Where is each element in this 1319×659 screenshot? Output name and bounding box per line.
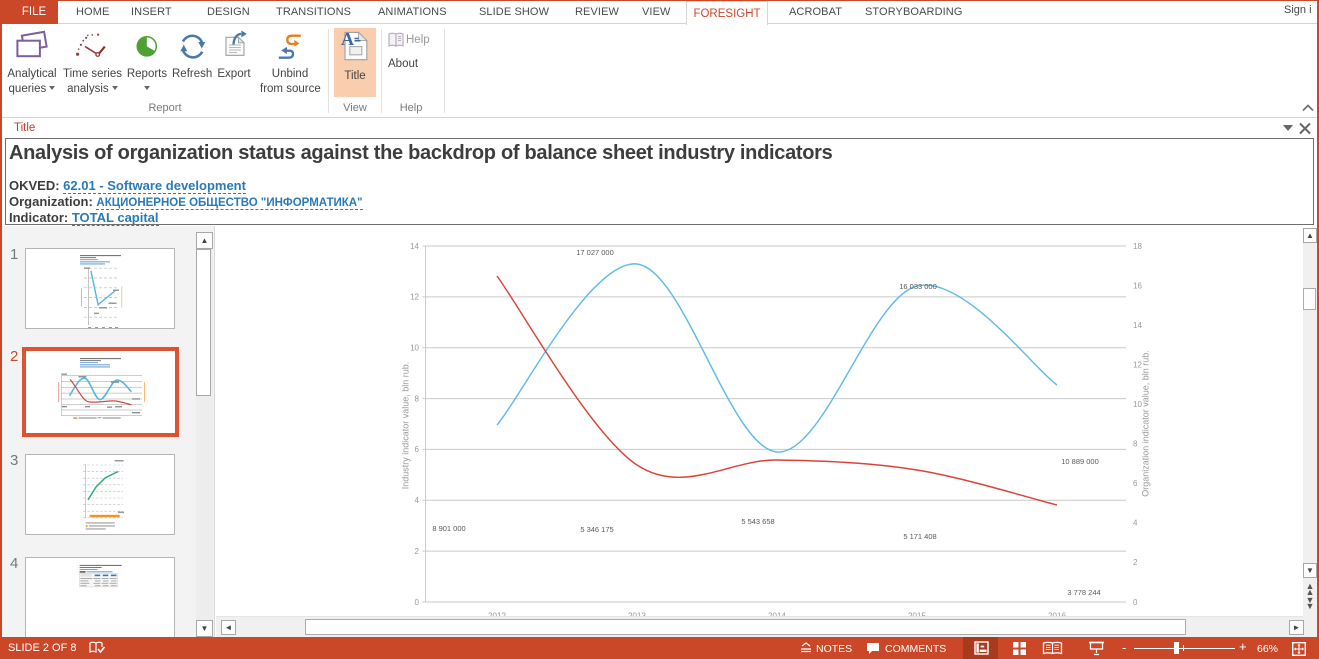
svg-text:8 901 000: 8 901 000 [432, 524, 465, 533]
svg-text:2: 2 [415, 547, 420, 556]
svg-text:4: 4 [415, 496, 420, 505]
svg-text:Organization indicator value,: Organization indicator value, bln rub. [1141, 350, 1151, 497]
svg-text:14: 14 [1133, 321, 1142, 330]
svg-text:4: 4 [1133, 519, 1138, 528]
svg-text:A: A [341, 29, 354, 49]
svg-text:12: 12 [1133, 361, 1142, 370]
svg-text:6: 6 [1133, 479, 1138, 488]
svg-text:18: 18 [1133, 242, 1142, 251]
svg-text:5 171 408: 5 171 408 [903, 532, 936, 541]
svg-text:17 027 000: 17 027 000 [576, 248, 614, 257]
svg-text:16: 16 [1133, 281, 1142, 290]
svg-text:5 543 658: 5 543 658 [741, 517, 774, 526]
svg-text:10 889 000: 10 889 000 [1061, 457, 1099, 466]
svg-text:0: 0 [1133, 598, 1138, 607]
svg-text:Industry indicator value, bln: Industry indicator value, bln rub. [401, 362, 411, 490]
svg-text:12: 12 [410, 293, 419, 302]
svg-text:10: 10 [1133, 400, 1142, 409]
svg-text:3 778 244: 3 778 244 [1067, 588, 1100, 597]
svg-text:5 346 175: 5 346 175 [580, 525, 613, 534]
svg-text:16 033 000: 16 033 000 [899, 282, 937, 291]
svg-text:8: 8 [415, 394, 420, 403]
svg-text:14: 14 [410, 242, 419, 251]
svg-text:10: 10 [410, 344, 419, 353]
svg-text:2: 2 [1133, 558, 1138, 567]
svg-text:6: 6 [415, 445, 420, 454]
svg-text:8: 8 [1133, 440, 1138, 449]
svg-text:0: 0 [415, 598, 420, 607]
